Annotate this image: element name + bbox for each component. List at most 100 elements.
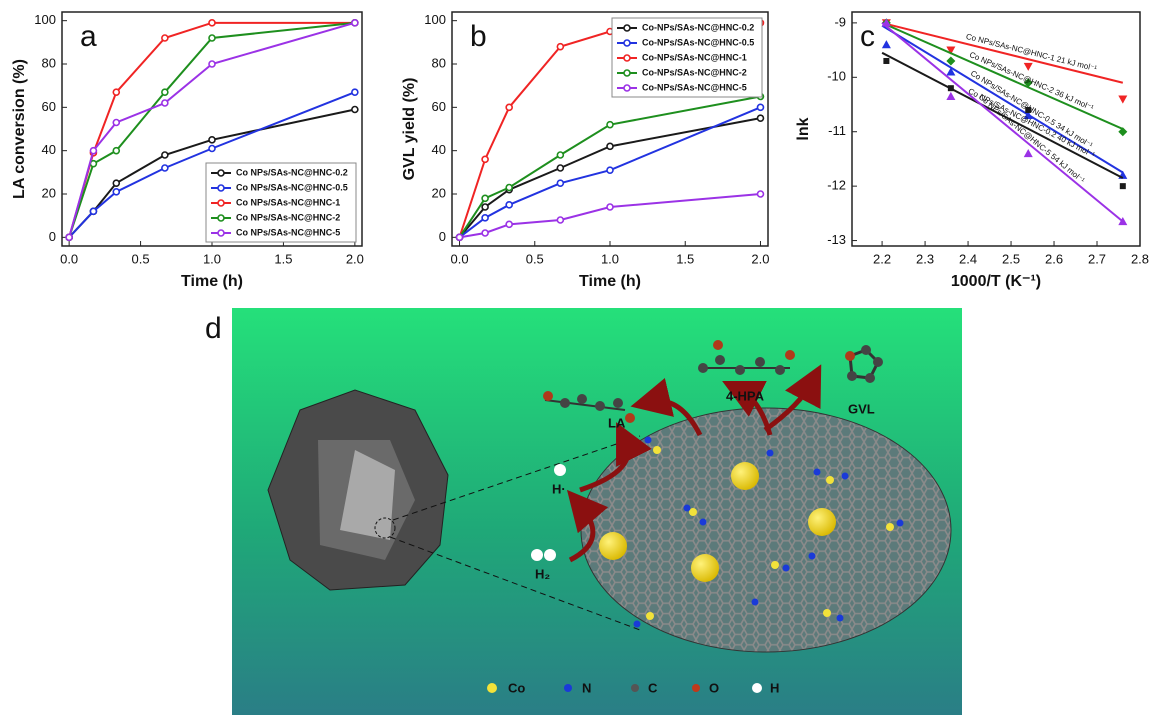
marker <box>623 24 631 32</box>
marker <box>1025 106 1032 113</box>
x-tick-label: 1.0 <box>601 251 619 266</box>
fit-line <box>881 22 1124 223</box>
y-axis-label: LA conversion (%) <box>11 59 28 199</box>
legend-label: Co-NPs/SAs-NC@HNC-1 <box>642 52 747 62</box>
y-tick-label: 20 <box>42 185 56 200</box>
fit-line <box>881 24 1124 174</box>
marker <box>623 69 631 77</box>
y-tick-label: 60 <box>432 99 446 114</box>
x-tick-label: 2.8 <box>1131 251 1149 266</box>
marker <box>556 179 565 187</box>
y-tick-label: 80 <box>42 55 56 70</box>
marker <box>161 164 169 172</box>
marker <box>112 188 121 196</box>
marker <box>946 67 956 76</box>
x-tick-label: 2.6 <box>1045 251 1063 266</box>
marker <box>161 151 169 159</box>
marker <box>89 146 98 155</box>
marker <box>161 34 169 42</box>
y-tick-label: 80 <box>432 55 446 70</box>
legend-label: Co NPs/SAs-NC@HNC-5 <box>236 227 340 237</box>
y-axis-label: lnk <box>795 117 812 140</box>
marker <box>351 19 359 27</box>
marker <box>505 103 513 112</box>
marker <box>217 214 225 222</box>
marker <box>505 183 513 192</box>
marker <box>112 146 121 155</box>
fit-line <box>881 21 1124 130</box>
marker <box>756 190 765 198</box>
fit-line <box>881 51 1124 179</box>
marker <box>556 164 565 172</box>
zoom-line <box>392 435 641 521</box>
marker <box>1023 78 1033 88</box>
y-tick-label: 0 <box>49 229 56 244</box>
y-tick-label: 60 <box>42 99 56 114</box>
marker <box>112 88 121 96</box>
x-tick-label: 2.0 <box>751 251 769 266</box>
marker <box>756 114 765 122</box>
species-label: H· <box>552 481 566 496</box>
marker <box>505 201 513 209</box>
marker <box>556 151 565 159</box>
x-tick-label: 0.0 <box>450 251 468 266</box>
legend-label: H <box>770 680 779 695</box>
legend-label: Co <box>508 680 525 695</box>
x-axis-label: Time (h) <box>181 273 243 290</box>
marker <box>208 19 216 27</box>
x-tick-label: 2.2 <box>873 251 891 266</box>
marker <box>623 39 631 47</box>
series-line <box>68 91 356 239</box>
legend-label: Co-NPs/SAs-NC@HNC-0.2 <box>642 22 754 32</box>
x-tick-label: 0.5 <box>526 251 544 266</box>
polyhedron-inner <box>340 450 395 540</box>
x-tick-label: 1.5 <box>274 251 292 266</box>
y-tick-label: -13 <box>827 232 846 247</box>
diagram: d LA 4-HPA GVL H· H₂ Co N C O H <box>205 308 962 715</box>
y-axis-label: GVL yield (%) <box>401 78 418 181</box>
y-tick-label: -11 <box>828 123 846 138</box>
marker <box>1118 95 1128 104</box>
legend-label: Co-NPs/SAs-NC@HNC-0.5 <box>642 37 754 47</box>
marker <box>208 136 216 144</box>
marker <box>481 155 489 164</box>
panel-label: a <box>80 20 97 53</box>
marker <box>208 60 216 68</box>
marker <box>1119 183 1126 190</box>
marker <box>217 199 225 207</box>
marker <box>112 179 121 187</box>
marker <box>455 233 464 242</box>
marker <box>556 42 565 51</box>
marker <box>606 203 614 211</box>
series-line <box>459 193 761 239</box>
reaction-arrows <box>566 364 822 563</box>
marker <box>623 54 631 62</box>
legend-label: Co NPs/SAs-NC@HNC-2 <box>236 212 340 222</box>
marker <box>208 34 216 42</box>
marker <box>946 91 956 100</box>
x-tick-label: 2.3 <box>916 251 934 266</box>
marker <box>481 194 489 203</box>
molecules <box>531 340 883 561</box>
marker <box>351 105 359 114</box>
x-tick-label: 2.7 <box>1088 251 1106 266</box>
zoom-line <box>389 536 641 631</box>
marker <box>1023 62 1033 71</box>
marker <box>112 118 121 127</box>
y-tick-label: 0 <box>439 229 446 244</box>
x-tick-label: 0.0 <box>60 251 78 266</box>
molecule-label: GVL <box>848 401 875 416</box>
fit-annotation: Co NPs/SAs-NC@HNC-1 21 kJ mol⁻¹ <box>965 32 1098 73</box>
legend-label: N <box>582 680 591 695</box>
series-line <box>458 106 761 239</box>
series-line <box>458 117 761 238</box>
x-tick-label: 1.0 <box>203 251 221 266</box>
molecule-label: 4-HPA <box>726 388 765 403</box>
graphene-lattice <box>580 407 952 653</box>
x-axis-label: 1000/T (K⁻¹) <box>951 273 1041 290</box>
marker <box>881 40 891 49</box>
x-axis-label: Time (h) <box>579 273 641 290</box>
series-line <box>458 95 761 238</box>
marker <box>65 233 73 242</box>
